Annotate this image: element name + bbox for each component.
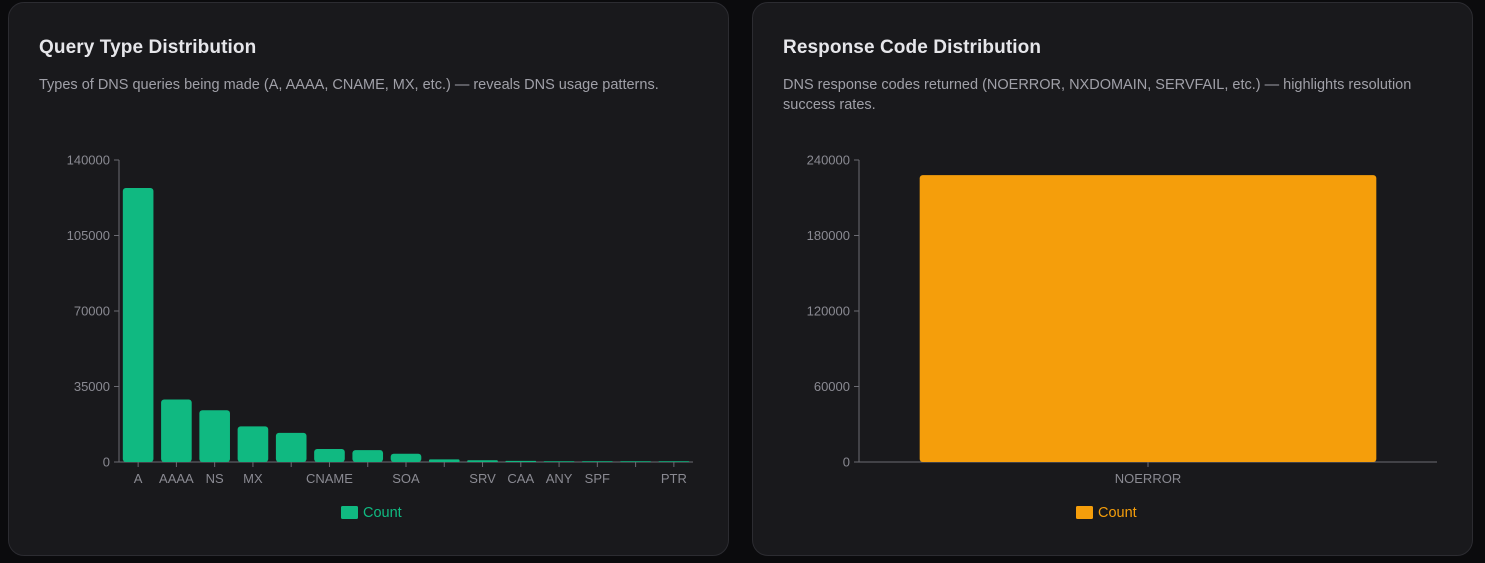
- y-tick-label: 180000: [807, 228, 850, 243]
- y-tick-label: 0: [103, 455, 110, 470]
- y-tick-label: 35000: [74, 379, 110, 394]
- x-tick-label: CAA: [507, 471, 534, 486]
- bar-unlabeled-13[interactable]: [620, 461, 651, 462]
- bar-ptr[interactable]: [658, 461, 690, 462]
- x-tick-label: AAAA: [159, 471, 194, 486]
- response-code-chart: 0 60000 120000 180000 240000 NOERROR Count: [807, 153, 1437, 521]
- bar-ns[interactable]: [199, 410, 230, 462]
- bar-srv[interactable]: [467, 460, 498, 462]
- card-title: Response Code Distribution: [783, 37, 1042, 58]
- y-tick-label: 0: [843, 455, 850, 470]
- bar-spf[interactable]: [582, 461, 613, 462]
- x-tick-label: NOERROR: [1115, 471, 1181, 486]
- x-tick-label: A: [134, 471, 143, 486]
- card-description: DNS response codes returned (NOERROR, NX…: [783, 77, 1412, 113]
- bar-soa[interactable]: [390, 453, 422, 462]
- bar-mx[interactable]: [237, 426, 269, 462]
- bar-unlabeled-4[interactable]: [275, 432, 307, 462]
- legend-item[interactable]: Count: [1076, 505, 1137, 521]
- legend-swatch: [1076, 506, 1093, 519]
- x-tick-label: SRV: [469, 471, 496, 486]
- query-type-card: Query Type Distribution Types of DNS que…: [8, 2, 729, 556]
- y-tick-label: 240000: [807, 153, 850, 168]
- x-tick-label: MX: [243, 471, 263, 486]
- bar-any[interactable]: [543, 461, 575, 462]
- bar-aaaa[interactable]: [161, 399, 192, 462]
- bar-a[interactable]: [122, 188, 154, 463]
- x-tick-label: SOA: [392, 471, 420, 486]
- y-tick-label: 60000: [814, 379, 850, 394]
- bar-caa[interactable]: [505, 460, 537, 462]
- response-code-card: Response Code Distribution DNS response …: [752, 2, 1473, 556]
- legend-swatch: [341, 506, 358, 519]
- bar-unlabeled-6[interactable]: [352, 450, 384, 462]
- y-tick-label: 70000: [74, 304, 110, 319]
- legend-label: Count: [363, 505, 402, 521]
- bar-noerror[interactable]: [919, 175, 1377, 462]
- x-tick-label: NS: [206, 471, 224, 486]
- bar-cname[interactable]: [314, 449, 345, 462]
- x-tick-label: SPF: [585, 471, 610, 486]
- x-tick-label: PTR: [661, 471, 687, 486]
- card-title: Query Type Distribution: [39, 37, 257, 58]
- legend-label: Count: [1098, 505, 1137, 521]
- legend-item[interactable]: Count: [341, 505, 402, 521]
- x-tick-label: ANY: [546, 471, 573, 486]
- card-description: Types of DNS queries being made (A, AAAA…: [39, 77, 659, 93]
- y-tick-label: 120000: [807, 304, 850, 319]
- y-tick-label: 140000: [67, 153, 110, 168]
- y-tick-label: 105000: [67, 228, 110, 243]
- bar-unlabeled-8[interactable]: [428, 459, 460, 462]
- x-tick-label: CNAME: [306, 471, 353, 486]
